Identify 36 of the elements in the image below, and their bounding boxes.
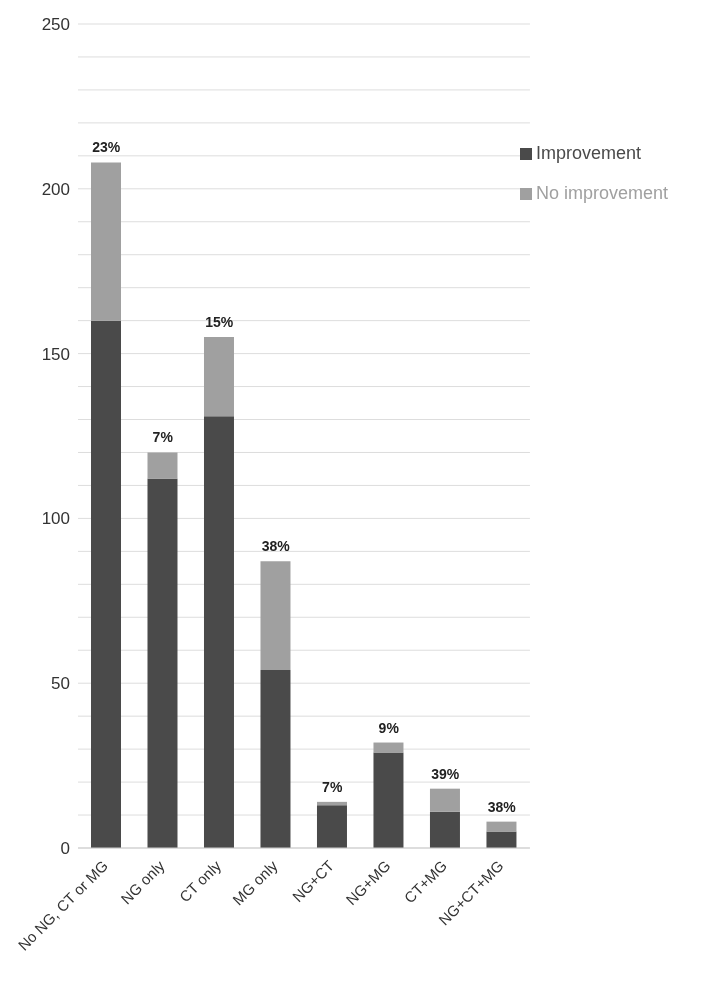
bar <box>147 452 178 479</box>
bar <box>147 478 178 848</box>
bar <box>373 752 404 848</box>
bar <box>316 805 347 848</box>
bar <box>429 788 460 812</box>
annotation: 38% <box>261 538 291 555</box>
x-tick-label: NG only <box>117 856 169 908</box>
y-tick-label: 200 <box>41 179 70 199</box>
bar <box>486 821 517 832</box>
bar <box>429 811 460 848</box>
x-tick-label: MG only <box>229 856 282 909</box>
bar <box>373 742 404 753</box>
annotation: 7% <box>152 429 174 446</box>
bar <box>203 416 234 848</box>
annotation: 39% <box>431 765 460 782</box>
legend-label: Improvement <box>535 143 641 163</box>
annotation: 15% <box>205 314 234 331</box>
x-tick-label: CT only <box>175 856 225 906</box>
legend-label: No improvement <box>535 183 668 203</box>
bar <box>486 831 517 848</box>
bar <box>260 561 291 671</box>
y-tick-label: 250 <box>41 15 70 35</box>
bar <box>316 801 347 806</box>
annotation: 7% <box>322 778 343 795</box>
y-tick-label: 100 <box>41 509 70 529</box>
annotation: 23% <box>92 139 121 156</box>
bar <box>260 670 291 848</box>
y-tick-label: 50 <box>51 674 70 694</box>
annotation: 9% <box>378 719 400 736</box>
y-tick-label: 0 <box>60 839 70 859</box>
y-tick-label: 150 <box>41 344 70 364</box>
bar <box>91 320 121 848</box>
annotation: 38% <box>487 798 517 815</box>
bar <box>91 162 121 321</box>
bar <box>203 337 234 417</box>
x-tick-label: No NG, CT or MG <box>14 856 112 954</box>
